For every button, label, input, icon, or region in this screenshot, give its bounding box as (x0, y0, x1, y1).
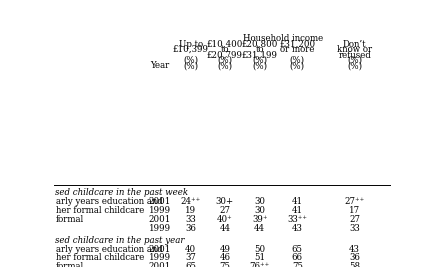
Text: arly years education and: arly years education and (56, 245, 162, 254)
Text: 19: 19 (185, 206, 196, 215)
Text: (%): (%) (217, 61, 232, 70)
Text: £20,800: £20,800 (241, 40, 277, 49)
Text: to: to (220, 45, 229, 54)
Text: (%): (%) (346, 56, 362, 65)
Text: £10,400: £10,400 (206, 40, 243, 49)
Text: sed childcare in the past year: sed childcare in the past year (55, 236, 184, 245)
Text: 50: 50 (253, 245, 265, 254)
Text: know or: know or (336, 45, 372, 54)
Text: £20,799: £20,799 (207, 50, 242, 60)
Text: 37: 37 (185, 253, 196, 262)
Text: 49: 49 (219, 245, 230, 254)
Text: 33: 33 (185, 215, 196, 224)
Text: (%): (%) (183, 56, 198, 65)
Text: 27: 27 (349, 215, 359, 224)
Text: 33⁺⁺: 33⁺⁺ (287, 215, 307, 224)
Text: 39⁺: 39⁺ (251, 215, 267, 224)
Text: 41: 41 (291, 197, 302, 206)
Text: formal: formal (56, 215, 84, 224)
Text: 41: 41 (291, 206, 302, 215)
Text: her formal childcare: her formal childcare (56, 253, 144, 262)
Text: arly years education and: arly years education and (56, 197, 162, 206)
Text: 43: 43 (291, 224, 302, 233)
Text: 2001: 2001 (148, 262, 171, 267)
Text: 76⁺⁺: 76⁺⁺ (249, 262, 269, 267)
Text: 2001: 2001 (148, 215, 171, 224)
Text: 40: 40 (185, 245, 196, 254)
Text: (%): (%) (252, 56, 267, 65)
Text: 17: 17 (349, 206, 359, 215)
Text: 27⁺⁺: 27⁺⁺ (344, 197, 364, 206)
Text: 75: 75 (219, 262, 230, 267)
Text: 1999: 1999 (148, 224, 171, 233)
Text: 44: 44 (253, 224, 265, 233)
Text: (%): (%) (289, 56, 304, 65)
Text: 1999: 1999 (148, 253, 171, 262)
Text: 65: 65 (291, 245, 302, 254)
Text: 58: 58 (349, 262, 359, 267)
Text: or more: or more (279, 45, 314, 54)
Text: Year: Year (150, 61, 169, 70)
Text: £31,199: £31,199 (241, 50, 277, 60)
Text: 30: 30 (253, 206, 265, 215)
Text: (%): (%) (217, 56, 232, 65)
Text: 24⁺⁺: 24⁺⁺ (180, 197, 201, 206)
Text: (%): (%) (252, 61, 267, 70)
Text: (%): (%) (183, 61, 198, 70)
Text: 51: 51 (253, 253, 265, 262)
Text: refused: refused (338, 50, 370, 60)
Text: 33: 33 (349, 224, 359, 233)
Text: Household income: Household income (242, 34, 322, 42)
Text: 30+: 30+ (215, 197, 233, 206)
Text: 27: 27 (219, 206, 230, 215)
Text: 2001: 2001 (148, 197, 171, 206)
Text: formal: formal (56, 262, 84, 267)
Text: £31,200: £31,200 (279, 40, 315, 49)
Text: 66: 66 (291, 253, 302, 262)
Text: 44: 44 (219, 224, 230, 233)
Text: 65: 65 (185, 262, 196, 267)
Text: sed childcare in the past week: sed childcare in the past week (55, 188, 188, 197)
Text: 1999: 1999 (148, 206, 171, 215)
Text: 40⁺: 40⁺ (217, 215, 232, 224)
Text: (%): (%) (346, 61, 362, 70)
Text: 43: 43 (349, 245, 359, 254)
Text: her formal childcare: her formal childcare (56, 206, 144, 215)
Text: 75: 75 (291, 262, 302, 267)
Text: (%): (%) (289, 61, 304, 70)
Text: £10,399: £10,399 (172, 45, 208, 54)
Text: Don’t: Don’t (342, 40, 366, 49)
Text: Up to: Up to (178, 40, 202, 49)
Text: to: to (255, 45, 263, 54)
Text: 30: 30 (253, 197, 265, 206)
Text: 2001: 2001 (148, 245, 171, 254)
Text: 36: 36 (349, 253, 359, 262)
Text: 46: 46 (219, 253, 230, 262)
Text: 36: 36 (185, 224, 196, 233)
